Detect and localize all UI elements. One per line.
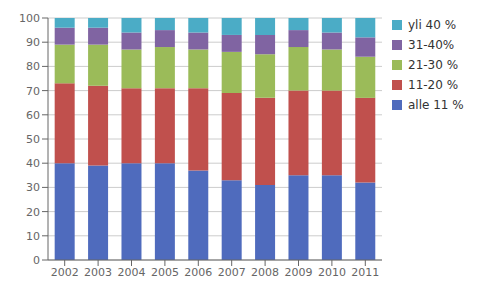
svg-text:2003: 2003 [84,266,112,279]
svg-text:2005: 2005 [151,266,179,279]
svg-text:2008: 2008 [251,266,279,279]
svg-text:2011: 2011 [351,266,379,279]
svg-text:2006: 2006 [184,266,212,279]
svg-text:2007: 2007 [218,266,246,279]
html-text:alle 11 %: alle 11 % [408,98,464,112]
svg-text:0: 0 [33,254,40,267]
svg-text:70: 70 [26,85,40,98]
svg-text:2002: 2002 [51,266,79,279]
svg-text:2004: 2004 [118,266,146,279]
svg-text:30: 30 [26,181,40,194]
svg-text:40: 40 [26,157,40,170]
svg-text:100: 100 [19,12,40,25]
svg-text:20: 20 [26,206,40,219]
html-text:31-40%: 31-40% [408,38,455,52]
html-text:yli 40 %: yli 40 % [408,18,457,32]
html-text:11-20 %: 11-20 % [408,78,459,92]
html-text:21-30 %: 21-30 % [408,58,459,72]
svg-text:60: 60 [26,109,40,122]
svg-text:90: 90 [26,36,40,49]
svg-text:2010: 2010 [318,266,346,279]
svg-text:2009: 2009 [285,266,313,279]
svg-text:50: 50 [26,133,40,146]
svg-text:10: 10 [26,230,40,243]
svg-text:80: 80 [26,60,40,73]
